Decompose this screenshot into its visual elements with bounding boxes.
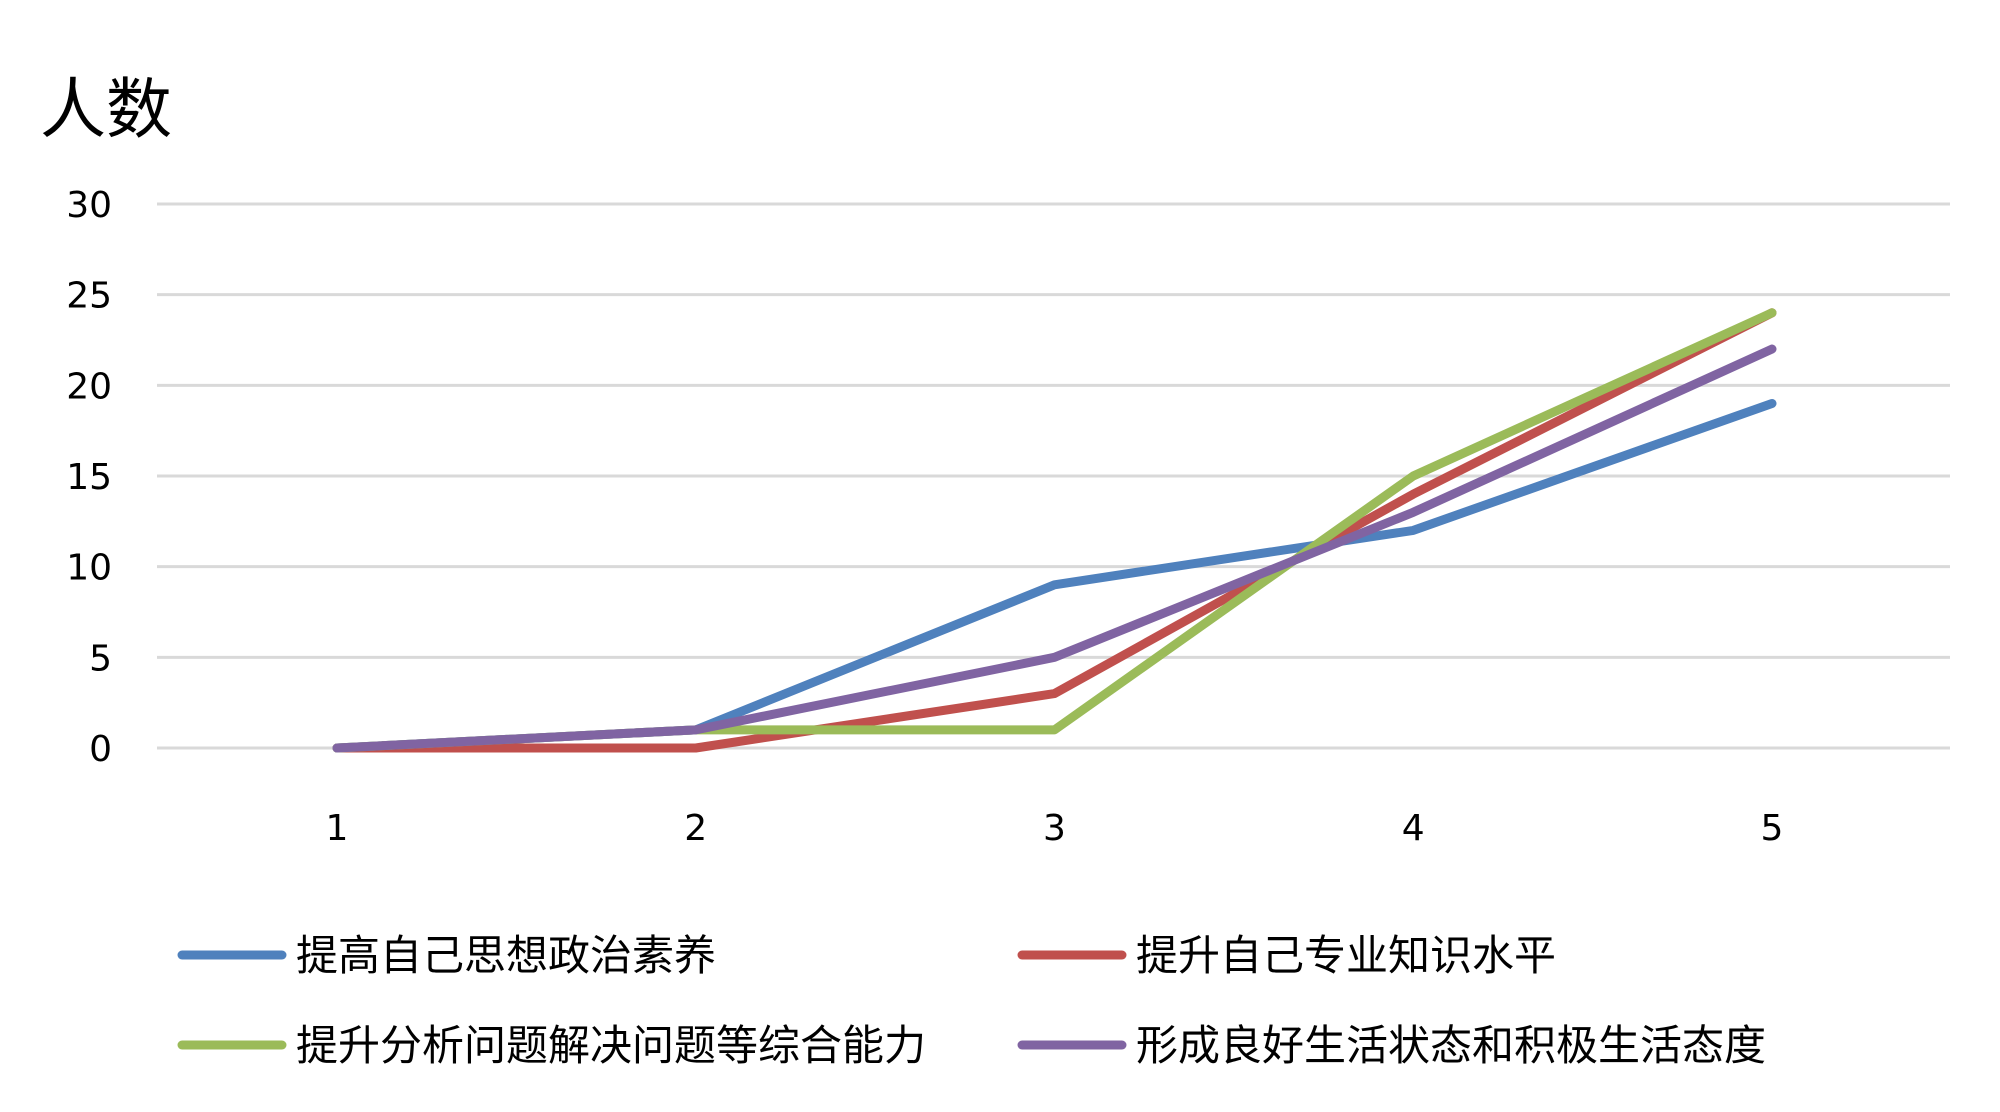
y-tick-label: 30 bbox=[66, 185, 112, 226]
y-tick-label: 25 bbox=[66, 276, 112, 317]
y-tick-labels: 0 5 10 15 20 25 30 bbox=[66, 185, 112, 770]
x-tick-labels: 1 2 3 4 5 bbox=[326, 808, 1784, 849]
y-tick-label: 20 bbox=[66, 366, 112, 407]
series-lines bbox=[332, 308, 1777, 753]
y-tick-label: 10 bbox=[66, 548, 112, 589]
x-tick-label: 1 bbox=[326, 808, 349, 849]
y-tick-label: 15 bbox=[66, 457, 112, 498]
series-line-2 bbox=[332, 308, 1777, 753]
legend-item: 提升自己专业知识水平 bbox=[1017, 931, 1556, 980]
gridlines bbox=[157, 202, 1950, 750]
legend-label: 提升分析问题解决问题等综合能力 bbox=[296, 1021, 926, 1070]
y-tick-label: 0 bbox=[89, 729, 112, 770]
x-tick-label: 5 bbox=[1761, 808, 1784, 849]
y-axis-title: 人数 bbox=[40, 71, 172, 148]
series-line-3 bbox=[332, 308, 1777, 753]
y-tick-label: 5 bbox=[89, 638, 112, 679]
series-line-4 bbox=[332, 344, 1777, 753]
x-tick-label: 4 bbox=[1402, 808, 1425, 849]
legend-item: 提高自己思想政治素养 bbox=[177, 931, 716, 980]
x-tick-label: 3 bbox=[1043, 808, 1066, 849]
legend-label: 提高自己思想政治素养 bbox=[296, 931, 716, 980]
legend-label: 提升自己专业知识水平 bbox=[1136, 931, 1556, 980]
legend-item: 提升分析问题解决问题等综合能力 bbox=[177, 1021, 926, 1070]
x-tick-label: 2 bbox=[684, 808, 707, 849]
legend-label: 形成良好生活状态和积极生活态度 bbox=[1136, 1021, 1766, 1070]
legend-item: 形成良好生活状态和积极生活态度 bbox=[1017, 1021, 1766, 1070]
